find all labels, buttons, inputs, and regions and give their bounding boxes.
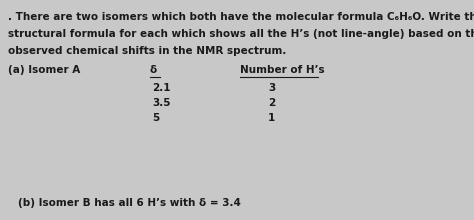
Text: 2.1: 2.1: [152, 83, 171, 93]
Text: observed chemical shifts in the NMR spectrum.: observed chemical shifts in the NMR spec…: [8, 46, 286, 56]
Text: 2: 2: [268, 98, 275, 108]
Text: δ: δ: [150, 65, 157, 75]
Text: (a) Isomer A: (a) Isomer A: [8, 65, 80, 75]
Text: structural formula for each which shows all the H’s (not line-angle) based on th: structural formula for each which shows …: [8, 29, 474, 39]
Text: (b) Isomer B has all 6 H’s with δ = 3.4: (b) Isomer B has all 6 H’s with δ = 3.4: [18, 198, 241, 208]
Text: . There are two isomers which both have the molecular formula C₆H₆O. Write the: . There are two isomers which both have …: [8, 12, 474, 22]
Text: 5: 5: [152, 113, 159, 123]
Text: Number of H’s: Number of H’s: [240, 65, 325, 75]
Text: 3: 3: [268, 83, 275, 93]
Text: 1: 1: [268, 113, 275, 123]
Text: 3.5: 3.5: [152, 98, 171, 108]
